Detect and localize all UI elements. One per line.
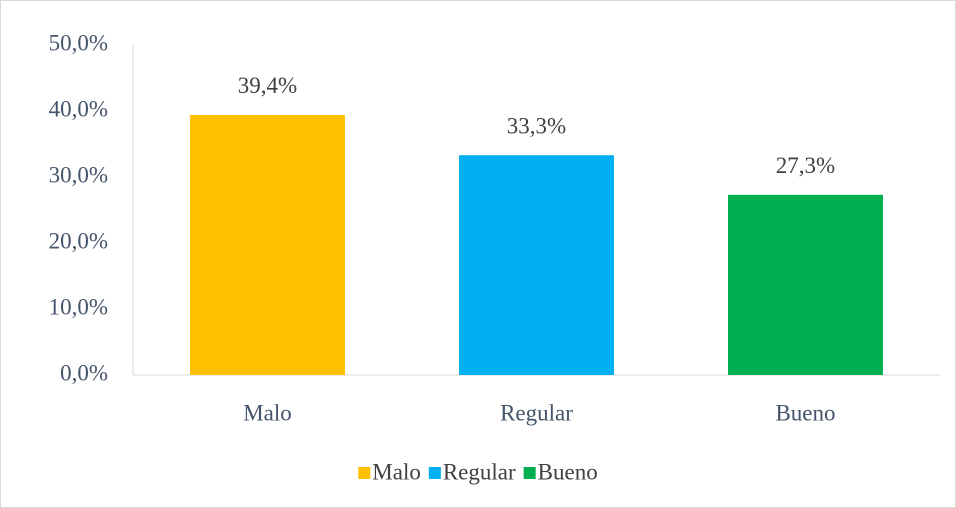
legend-label: Bueno — [538, 459, 598, 484]
bar — [728, 194, 883, 375]
value-label: 39,4% — [238, 73, 297, 98]
y-tick-label: 20,0% — [49, 228, 108, 253]
bar — [459, 155, 614, 375]
y-tick-label: 40,0% — [49, 96, 108, 121]
legend-label: Regular — [443, 459, 516, 484]
x-tick-label: Bueno — [775, 400, 835, 425]
x-tick-label: Regular — [500, 400, 573, 425]
y-tick-label: 0,0% — [60, 360, 108, 385]
value-label: 33,3% — [507, 114, 566, 139]
legend-swatch — [358, 467, 371, 479]
legend-swatch — [523, 467, 536, 479]
y-tick-label: 50,0% — [49, 30, 108, 55]
legend-label: Malo — [372, 459, 421, 484]
bar — [190, 114, 345, 376]
y-tick-label: 30,0% — [49, 162, 108, 187]
legend-swatch — [428, 467, 441, 479]
y-tick-label: 10,0% — [49, 294, 108, 319]
value-label: 27,3% — [776, 153, 835, 178]
x-tick-label: Malo — [243, 400, 292, 425]
